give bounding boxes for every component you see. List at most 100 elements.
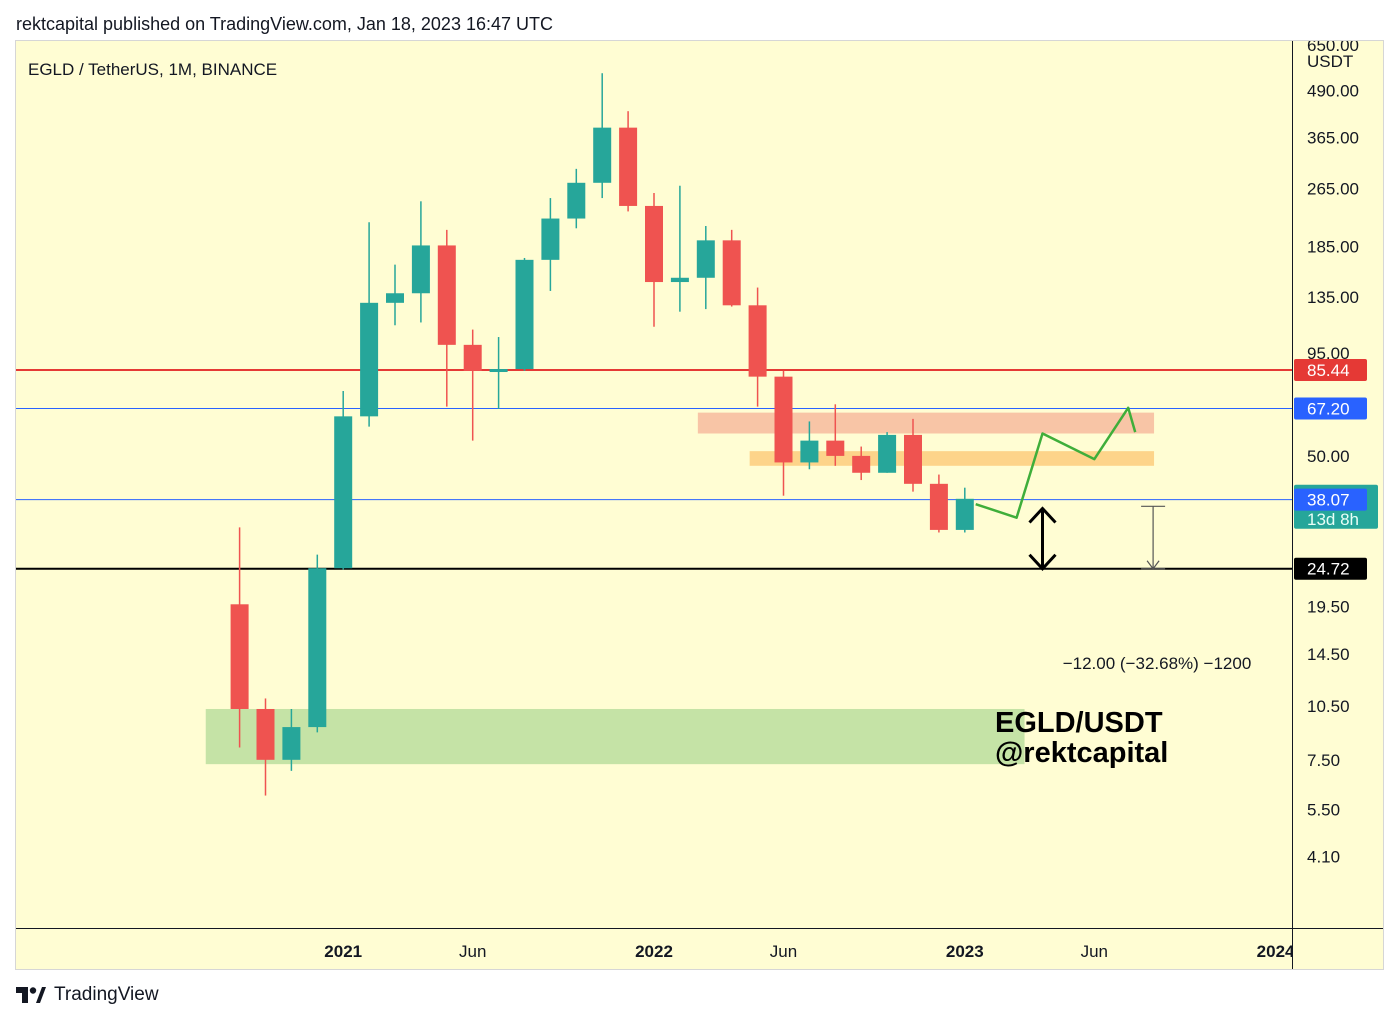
candle-body — [437, 245, 456, 345]
price-tick-label: 10.50 — [1307, 697, 1350, 716]
candle[interactable] — [308, 554, 327, 733]
axis-corner — [1293, 929, 1383, 969]
time-tick-label: 2021 — [324, 942, 362, 961]
candle-body — [567, 182, 586, 219]
candle[interactable] — [852, 446, 871, 481]
measure-arrow-head-down — [1028, 553, 1057, 571]
candle-body — [774, 376, 793, 463]
candle[interactable] — [748, 287, 767, 407]
candle[interactable] — [826, 404, 845, 466]
candle[interactable] — [800, 421, 819, 470]
candle-body — [334, 416, 353, 569]
candle[interactable] — [696, 225, 715, 310]
price-tag-red: 85.44 — [1294, 359, 1367, 382]
chart-background — [16, 41, 1383, 969]
candle[interactable] — [437, 229, 456, 407]
candle[interactable] — [541, 198, 560, 291]
price-tick-label: 19.50 — [1307, 598, 1350, 617]
price-tag-blue-upper-bg — [1294, 397, 1367, 420]
candle-body — [256, 708, 275, 760]
candle[interactable] — [722, 229, 741, 307]
price-tick-label: 95.00 — [1307, 344, 1350, 363]
candle-body — [826, 440, 845, 456]
candle[interactable] — [386, 264, 404, 326]
candle[interactable] — [463, 329, 482, 441]
candle[interactable] — [515, 257, 534, 371]
time-tick-label: 2022 — [635, 942, 673, 961]
price-tag-blue-lower-bg — [1294, 488, 1367, 511]
axis-unit-label: USDT — [1307, 52, 1353, 71]
time-axis[interactable]: 2021 Jun 2022 Jun 2023 Jun 2024 — [324, 942, 1295, 961]
tradingview-brand-text[interactable]: TradingView — [54, 984, 159, 1005]
candle-body — [489, 369, 508, 373]
candle-body — [722, 240, 741, 306]
candle[interactable] — [256, 698, 275, 796]
candle[interactable] — [360, 222, 379, 427]
candle-body — [619, 127, 638, 206]
candle[interactable] — [904, 418, 922, 492]
measure-arrow-head-up — [1028, 506, 1057, 524]
green-support-zone — [205, 708, 1025, 765]
candle[interactable] — [567, 168, 586, 229]
price-tag-blue-upper: 67.20 — [1294, 397, 1367, 420]
price-tick-label: 365.00 — [1307, 128, 1359, 147]
candle-body — [904, 434, 922, 484]
candle-body — [541, 218, 560, 260]
price-tick-label: 5.50 — [1307, 800, 1340, 819]
candle-body — [878, 434, 897, 473]
footer: TradingView — [16, 984, 159, 1006]
candles — [230, 73, 974, 796]
projection-path[interactable] — [975, 406, 1137, 519]
price-tick-label: 650.00 — [1307, 41, 1359, 55]
price-chart[interactable]: −12.00 (−32.68%) −1200 EGLD/USDT@rektcapi… — [16, 41, 1383, 969]
candle-body — [670, 277, 689, 283]
candle-countdown: 13d 8h — [1307, 510, 1359, 529]
candle[interactable] — [774, 370, 793, 496]
price-tick-label: 185.00 — [1307, 237, 1359, 256]
measure-double-arrow[interactable] — [1028, 506, 1057, 571]
candle-body — [282, 727, 301, 760]
time-tick-label: Jun — [770, 942, 797, 961]
candle[interactable] — [230, 527, 249, 748]
candle-body — [515, 259, 534, 370]
price-tag-red-text: 85.44 — [1307, 361, 1350, 380]
candle-body — [386, 293, 404, 303]
candle-body — [852, 455, 871, 473]
watermark-author: @rektcapital — [995, 737, 1168, 769]
publish-info: rektcapital published on TradingView.com… — [16, 14, 553, 34]
candle[interactable] — [619, 111, 638, 212]
price-tag-black-bg — [1294, 557, 1367, 580]
candle-body — [360, 302, 379, 417]
price-range-measure[interactable] — [1141, 505, 1166, 570]
orange-resistance-zone — [749, 451, 1155, 466]
price-tag-blue-lower: 38.07 — [1294, 488, 1367, 511]
salmon-resistance-zone — [697, 412, 1155, 434]
candle[interactable] — [282, 708, 301, 771]
candle[interactable] — [955, 487, 974, 533]
chart-frame: −12.00 (−32.68%) −1200 EGLD/USDT @rektcapi… — [15, 40, 1384, 970]
price-tick-label: 7.50 — [1307, 751, 1340, 770]
time-tick-label: 2023 — [946, 942, 984, 961]
plot-area[interactable]: −12.00 (−32.68%) −1200 EGLD/USDT@rektcapi… — [16, 60, 1292, 796]
candle-body — [929, 483, 948, 530]
candle[interactable] — [645, 193, 663, 327]
candle[interactable] — [411, 201, 430, 323]
candle[interactable] — [334, 390, 353, 570]
tradingview-logo-icon[interactable] — [16, 987, 46, 1003]
candle-body — [800, 440, 819, 463]
candle[interactable] — [593, 73, 612, 199]
price-tick-label: 490.00 — [1307, 81, 1359, 100]
price-tick-label: 265.00 — [1307, 180, 1359, 199]
candle[interactable] — [929, 474, 948, 533]
price-tag-black: 24.72 — [1294, 557, 1367, 580]
time-tick-label: 2024 — [1257, 942, 1295, 961]
price-tag-blue-lower-text: 38.07 — [1307, 491, 1350, 510]
candle[interactable] — [878, 432, 897, 473]
candle[interactable] — [489, 337, 508, 410]
price-tag-red-bg — [1294, 359, 1367, 382]
time-tick-label: Jun — [1081, 942, 1108, 961]
price-tick-label: 14.50 — [1307, 645, 1350, 664]
candle[interactable] — [670, 185, 689, 312]
price-tick-label: 50.00 — [1307, 447, 1350, 466]
